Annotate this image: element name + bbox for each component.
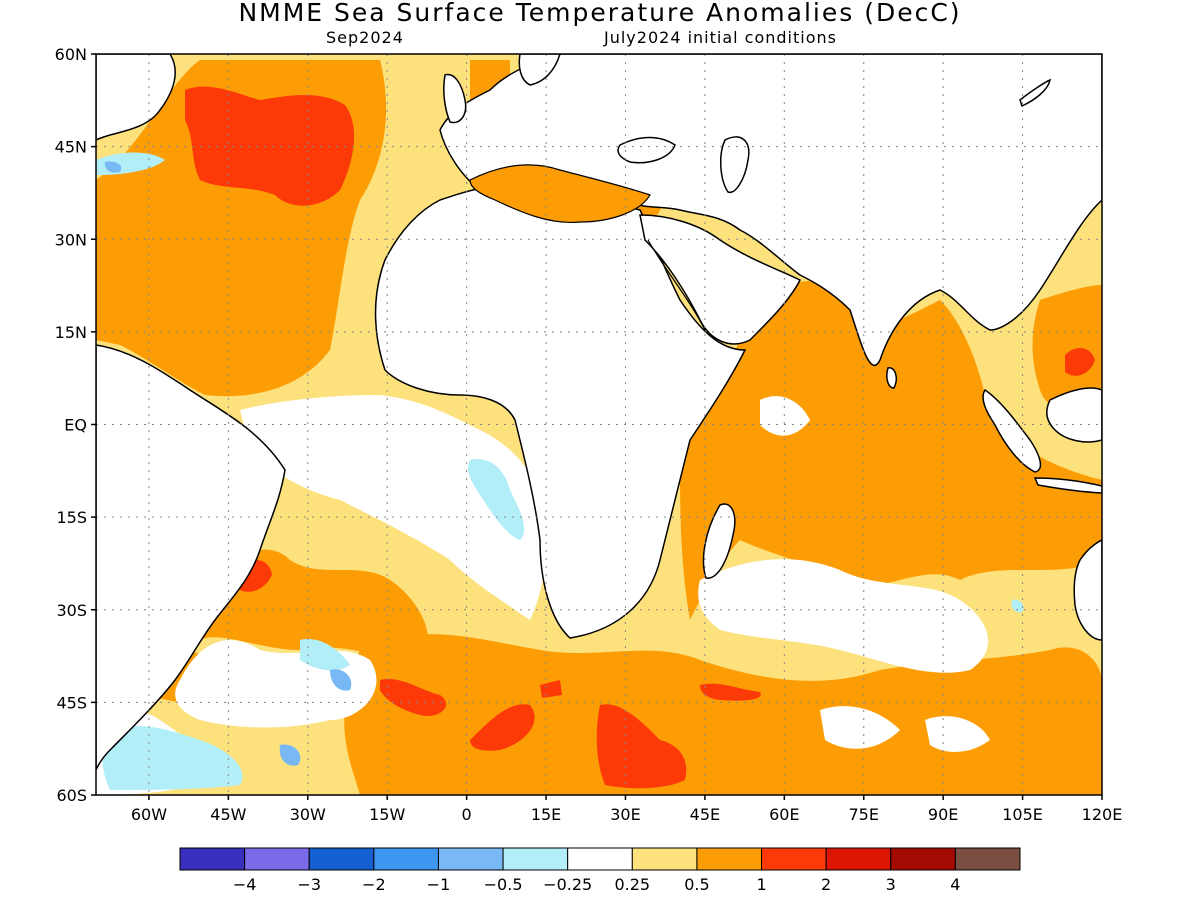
initial-conditions-label: July2024 initial conditions bbox=[604, 28, 837, 47]
lat-tick-label: 60S bbox=[56, 786, 87, 805]
lon-tick-label: 30W bbox=[290, 805, 326, 824]
lat-tick-label: 45N bbox=[55, 138, 87, 157]
colorbar-label: 1 bbox=[756, 875, 766, 894]
lon-tick-label: 15E bbox=[531, 805, 561, 824]
lon-tick-label: 75E bbox=[849, 805, 879, 824]
lat-tick-label: 30S bbox=[56, 601, 87, 620]
colorbar-swatch bbox=[954, 847, 1021, 871]
lon-tick-label: 60E bbox=[769, 805, 799, 824]
lat-tick-label: EQ bbox=[64, 416, 87, 435]
lon-tick-label: 15W bbox=[369, 805, 405, 824]
mediterranean-sea bbox=[469, 164, 651, 224]
north-america-landmass bbox=[96, 54, 176, 141]
lat-tick-label: 45S bbox=[56, 693, 87, 712]
lon-tick-label: 0 bbox=[462, 805, 472, 824]
colorbar-label: 2 bbox=[821, 875, 831, 894]
borneo-landmass bbox=[1045, 387, 1102, 443]
plot-area bbox=[96, 54, 1102, 795]
lon-tick-label: 120E bbox=[1082, 805, 1123, 824]
sumatra-landmass bbox=[982, 388, 1042, 473]
colorbar-label: −1 bbox=[427, 875, 451, 894]
colorbar-swatch bbox=[502, 847, 569, 871]
colorbar-swatch bbox=[179, 847, 246, 871]
map-gridlines bbox=[96, 54, 1102, 795]
colorbar-swatch bbox=[825, 847, 892, 871]
colorbar-label: 0.5 bbox=[684, 875, 709, 894]
madagascar-landmass bbox=[702, 503, 736, 579]
caspian-sea bbox=[720, 136, 750, 194]
lat-tick-label: 15N bbox=[55, 323, 87, 342]
colorbar-swatch bbox=[244, 847, 310, 871]
colorbar-label: 3 bbox=[886, 875, 896, 894]
lon-tick-label: 45W bbox=[210, 805, 246, 824]
lon-tick-label: 45E bbox=[690, 805, 720, 824]
red-sea bbox=[647, 239, 706, 331]
colorbar-swatch bbox=[437, 847, 504, 871]
colorbar: −4 −3 −2 −1 −0.5 −0.25 0.25 0.5 1 2 3 4 bbox=[179, 847, 1021, 894]
lon-tick-label: 60W bbox=[131, 805, 167, 824]
lon-tick-label: 90E bbox=[928, 805, 958, 824]
map-title: NMME Sea Surface Temperature Anomalies (… bbox=[238, 0, 962, 27]
colorbar-swatch bbox=[567, 847, 633, 871]
british-isles-landmass bbox=[443, 73, 467, 124]
latitude-axis: 60N 45N 30N 15N EQ 15S 30S 45S 60S bbox=[55, 45, 96, 805]
scandinavia-landmass bbox=[518, 54, 561, 86]
colorbar-label: −0.25 bbox=[543, 875, 592, 894]
colorbar-label: −3 bbox=[297, 875, 321, 894]
colorbar-label: −0.5 bbox=[484, 875, 523, 894]
south-america-landmass bbox=[96, 344, 286, 771]
colorbar-swatch bbox=[890, 847, 956, 871]
lon-tick-label: 30E bbox=[610, 805, 640, 824]
land-masses bbox=[96, 54, 1102, 771]
colorbar-swatch bbox=[373, 847, 439, 871]
colorbar-swatch bbox=[696, 847, 763, 871]
colorbar-swatch bbox=[308, 847, 375, 871]
lat-tick-label: 30N bbox=[55, 230, 87, 249]
lon-tick-label: 105E bbox=[1002, 805, 1043, 824]
colorbar-label: 4 bbox=[950, 875, 960, 894]
sri-lanka-landmass bbox=[886, 367, 897, 389]
valid-month-label: Sep2024 bbox=[326, 28, 404, 47]
colorbar-label: −4 bbox=[233, 875, 257, 894]
australia-landmass bbox=[1073, 539, 1102, 641]
colorbar-label: −2 bbox=[362, 875, 386, 894]
lat-tick-label: 15S bbox=[56, 508, 87, 527]
java-landmass bbox=[1033, 477, 1102, 494]
longitude-axis: 60W 45W 30W 15W 0 15E 30E 45E 60E 75E 90E 105E 120E bbox=[131, 795, 1122, 824]
colorbar-swatch bbox=[631, 847, 698, 871]
lat-tick-label: 60N bbox=[55, 45, 87, 64]
arabia-landmass bbox=[639, 214, 802, 345]
colorbar-swatch bbox=[761, 847, 827, 871]
colorbar-label: 0.25 bbox=[614, 875, 650, 894]
east-asia-island bbox=[1019, 78, 1052, 108]
black-sea bbox=[617, 136, 676, 164]
